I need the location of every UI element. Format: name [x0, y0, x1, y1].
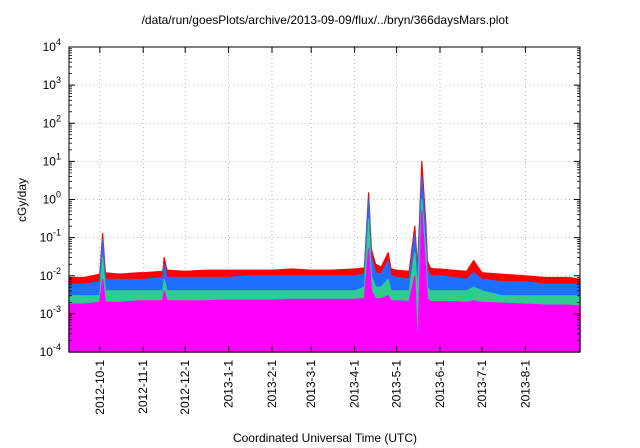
chart-title: /data/run/goesPlots/archive/2013-09-09/f… — [142, 13, 510, 27]
x-tick-label: 2013-4-1 — [348, 360, 362, 408]
y-tick-label: 104 — [43, 37, 61, 54]
y-tick-label: 101 — [43, 151, 61, 168]
x-tick-label: 2013-6-1 — [433, 360, 447, 408]
x-tick-label: 2013-1-1 — [222, 360, 236, 408]
x-tick-label: 2012-12-1 — [178, 360, 192, 415]
y-tick-label: 10-1 — [40, 228, 61, 245]
series-3-area — [68, 210, 581, 353]
series-layer — [68, 160, 581, 353]
x-tick-label: 2013-3-1 — [304, 360, 318, 408]
x-axis-label: Coordinated Universal Time (UTC) — [233, 431, 417, 445]
y-tick-label: 10-4 — [40, 342, 61, 359]
y-tick-label: 103 — [43, 75, 61, 92]
ticks: 10-4 10-3 10-2 10-1 100 101 102 103 104 2012-10-1… — [40, 37, 580, 415]
x-tick-label: 2013-2-1 — [265, 360, 279, 408]
grid — [69, 47, 580, 352]
x-tick-label: 2013-8-1 — [518, 360, 532, 408]
y-tick-label: 10-3 — [40, 304, 61, 321]
y-tick-label: 10-2 — [40, 266, 61, 283]
x-tick-label: 2012-11-1 — [136, 360, 150, 414]
x-tick-label: 2012-10-1 — [93, 360, 107, 415]
x-tick-label: 2013-7-1 — [475, 360, 489, 408]
y-tick-label: 102 — [43, 113, 61, 130]
x-tick-label: 2013-5-1 — [390, 360, 404, 408]
y-tick-label: 100 — [43, 190, 61, 207]
y-axis-label: cGy/day — [15, 178, 29, 222]
